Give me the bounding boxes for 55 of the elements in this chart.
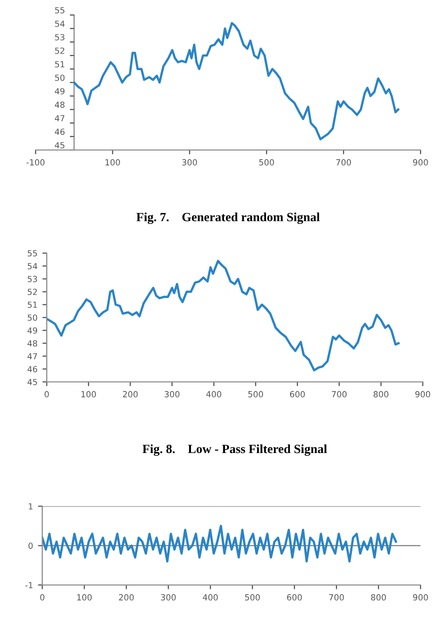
x-tick-label: 400	[202, 594, 218, 600]
x-tick-label: 800	[374, 391, 388, 398]
y-tick-label: 53	[55, 34, 64, 40]
y-tick-label: 55	[28, 250, 37, 256]
y-tick-label: 51	[28, 302, 37, 308]
x-tick-label: 100	[106, 159, 120, 166]
x-tick-label: 900	[415, 391, 430, 398]
y-tick-label: 49	[54, 88, 64, 94]
line-series	[46, 260, 400, 372]
y-tick-label: 0	[28, 542, 33, 549]
x-tick-label: 300	[164, 391, 180, 398]
x-tick-label: 100	[77, 594, 92, 600]
y-tick-label: 54	[28, 263, 38, 270]
x-tick-label: 500	[245, 594, 260, 600]
x-tick-label: 400	[206, 391, 222, 398]
y-tick-label: 51	[55, 61, 64, 68]
x-tick-label: 700	[329, 594, 344, 600]
x-tick-label: 200	[122, 391, 138, 398]
x-tick-label: 100	[81, 391, 96, 398]
x-tick-label: 600	[290, 391, 305, 398]
y-tick-label: 48	[54, 102, 64, 108]
x-tick-label: 300	[182, 159, 197, 166]
x-tick-label: 700	[336, 159, 351, 166]
y-tick-label: 54	[55, 20, 65, 27]
y-tick-label: 47	[54, 115, 64, 122]
y-tick-label: 50	[55, 74, 65, 81]
x-tick-label: 900	[413, 594, 428, 600]
y-tick-label: 47	[28, 353, 37, 360]
y-tick-label: 50	[28, 314, 38, 321]
caption: Fig. 7. Generated random Signal	[136, 212, 320, 224]
y-tick-label: 48	[28, 340, 38, 347]
y-tick-label: 45	[54, 142, 64, 148]
x-tick-label: 0	[44, 391, 49, 398]
caption: Fig. 8. Low - Pass Filtered Signal	[142, 444, 327, 456]
y-tick-label: 45	[28, 378, 37, 386]
x-tick-label: 800	[371, 594, 386, 600]
x-tick-label: 700	[332, 391, 347, 398]
x-tick-label: 300	[161, 594, 176, 600]
y-tick-label: 55	[55, 7, 64, 14]
y-tick-label: 1	[28, 503, 32, 510]
x-tick-label: 500	[248, 391, 264, 398]
y-tick-label: 46	[54, 128, 65, 135]
y-tick-label: 52	[55, 48, 64, 54]
x-tick-label: 500	[259, 159, 274, 166]
line-series	[42, 524, 398, 562]
y-tick-label: 52	[28, 288, 37, 296]
x-tick-label: -100	[26, 159, 45, 166]
x-tick-label: 900	[413, 159, 428, 166]
y-tick-label: 49	[28, 327, 38, 334]
x-tick-label: 600	[287, 594, 302, 600]
x-tick-label: 0	[40, 594, 44, 600]
x-tick-label: 200	[118, 594, 134, 600]
y-tick-label: 53	[28, 276, 38, 282]
y-tick-label: 46	[28, 366, 38, 372]
y-tick-label: -1	[25, 582, 32, 588]
